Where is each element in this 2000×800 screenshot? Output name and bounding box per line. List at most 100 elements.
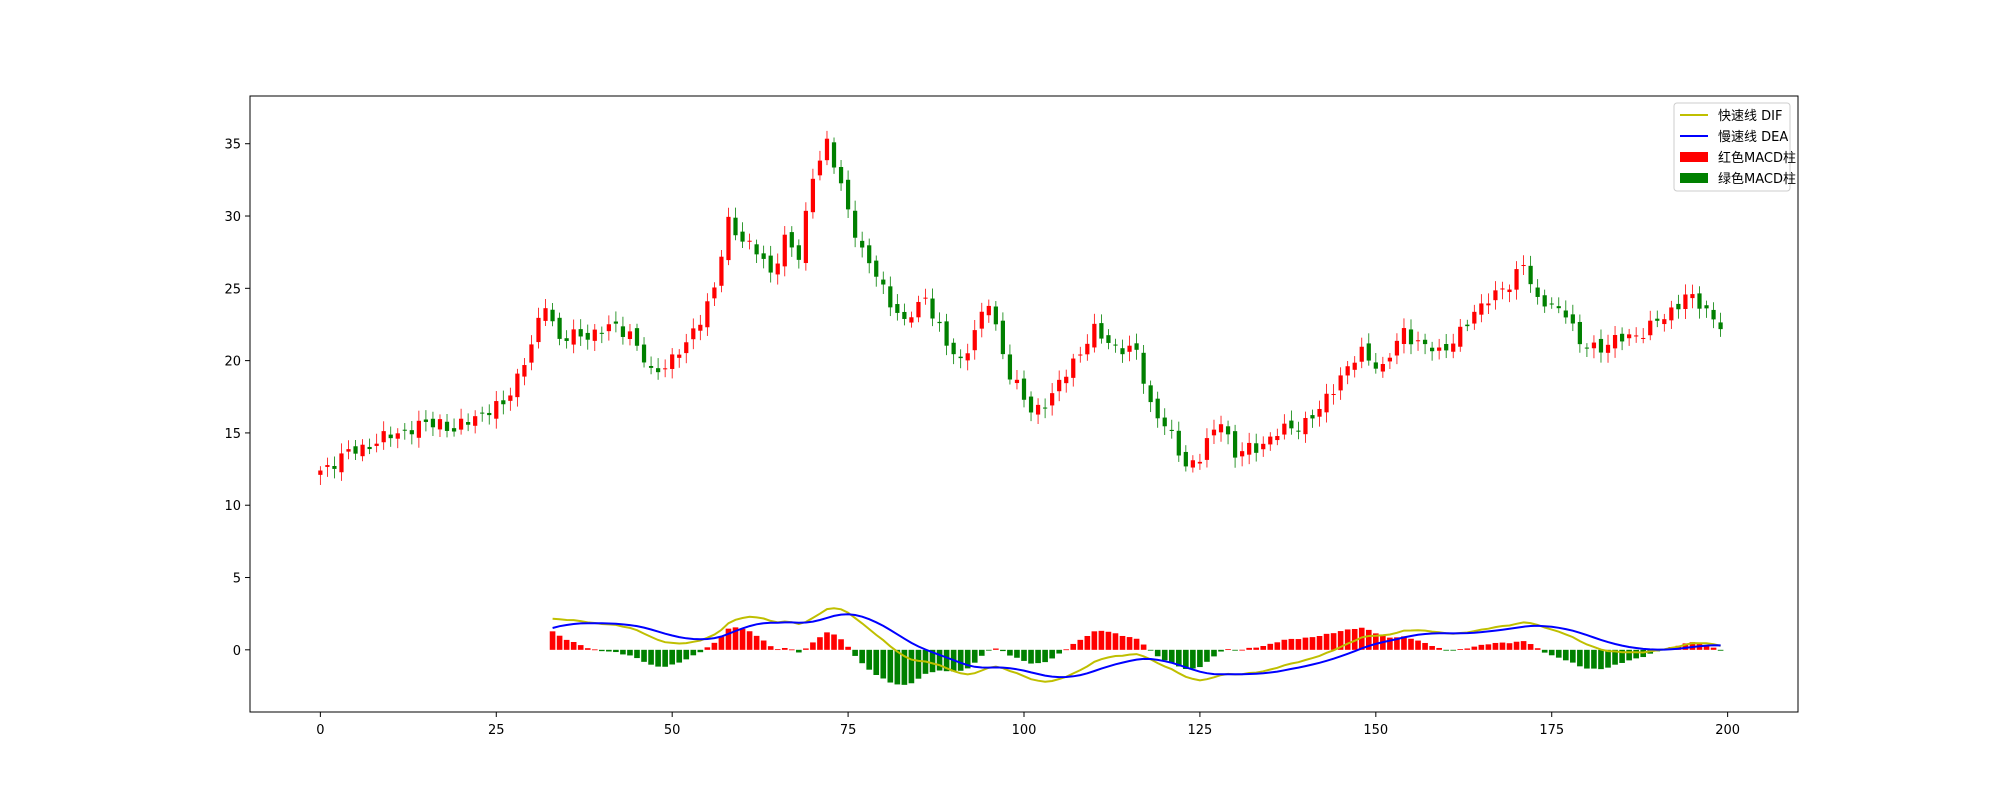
candle-body	[1563, 310, 1568, 318]
candle	[1218, 415, 1224, 442]
candle-body	[1507, 289, 1512, 293]
macd-bar-red	[788, 649, 795, 651]
candle-body	[1028, 396, 1034, 413]
macd-bar-green	[1633, 649, 1639, 659]
candle-body	[508, 395, 513, 401]
candle	[1549, 297, 1554, 309]
macd-bar-red	[1077, 639, 1084, 650]
candle	[1042, 398, 1048, 419]
legend-dea-label: 慢速线 DEA	[1718, 129, 1788, 145]
macd-bar-green	[915, 649, 922, 679]
candle	[1014, 369, 1020, 390]
candle-body	[831, 142, 837, 168]
candle	[972, 320, 977, 360]
candle	[782, 226, 787, 277]
candle-body	[388, 434, 393, 439]
candle-body	[1169, 429, 1174, 432]
y-axis: 0 5 10 15 20 25 30 35	[224, 138, 250, 659]
candle-body	[1655, 318, 1660, 321]
candle	[1556, 297, 1561, 314]
macd-bar-red	[704, 647, 711, 650]
candle-body	[1444, 344, 1449, 351]
macd-bar-red	[549, 631, 556, 650]
macd-bar-red	[1295, 639, 1302, 650]
macd-bar-green	[1007, 649, 1013, 656]
macd-bar-red	[1365, 629, 1372, 650]
candle	[1071, 353, 1076, 387]
macd-bar-red	[845, 646, 851, 650]
macd-bar-red	[1351, 628, 1358, 650]
macd-bar-red	[1492, 642, 1499, 650]
macd-bar-red	[1126, 637, 1133, 650]
candle-body	[1190, 460, 1195, 468]
candle	[557, 312, 562, 346]
candle	[1317, 400, 1322, 427]
candle-body	[1451, 343, 1456, 352]
candle	[1085, 334, 1090, 361]
macd-bar-red	[591, 649, 598, 651]
macd-bar-green	[1555, 649, 1562, 658]
candle-body	[677, 354, 682, 358]
candle	[1627, 328, 1632, 346]
candle-body	[409, 430, 414, 435]
candle	[1324, 383, 1329, 423]
candle	[634, 323, 640, 351]
candle	[501, 390, 506, 415]
candle-body	[1141, 352, 1146, 384]
candle-body	[705, 301, 710, 328]
candle	[1000, 312, 1006, 360]
candle-body	[1683, 294, 1688, 310]
candle-body	[402, 429, 407, 431]
candle	[691, 318, 696, 350]
candle	[740, 222, 745, 248]
macd-bar-green	[1591, 649, 1597, 669]
macd-bar-red	[1422, 642, 1428, 650]
candle	[867, 238, 872, 274]
candle-body	[1493, 290, 1498, 301]
candle-body	[1570, 314, 1575, 324]
candle	[1655, 310, 1660, 328]
y-tick-label: 20	[224, 355, 241, 370]
candle	[1415, 331, 1421, 351]
candle	[1057, 370, 1062, 402]
candle	[395, 428, 400, 449]
dea-line	[552, 613, 1721, 679]
macd-bar-red	[1478, 644, 1485, 650]
macd-bar-red	[1260, 646, 1267, 650]
macd-bar-green	[1021, 649, 1027, 661]
macd-bar-red	[810, 642, 816, 650]
candle	[1479, 294, 1484, 323]
candle	[1711, 302, 1716, 329]
x-tick-label: 0	[316, 723, 324, 738]
macd-bar-red	[1323, 633, 1330, 650]
macd-bar-red	[563, 639, 570, 650]
candle-body	[1155, 398, 1160, 419]
macd-bar-green	[662, 649, 668, 667]
candle	[845, 170, 851, 219]
candle	[909, 311, 914, 328]
macd-bar-green	[1161, 649, 1168, 661]
candle-body	[1619, 333, 1625, 342]
candle-body	[444, 421, 450, 431]
legend-dif-label: 快速线 DIF	[1718, 109, 1782, 124]
macd-bar-green	[796, 649, 802, 653]
candle-body	[1577, 321, 1582, 345]
macd-bar-red	[1373, 633, 1379, 650]
candle	[641, 337, 647, 368]
candle-body	[430, 418, 436, 428]
macd-bar-red	[1330, 633, 1337, 650]
macd-bar-red	[1527, 644, 1534, 650]
candle-body	[627, 331, 633, 340]
macd-bar-green	[606, 649, 612, 652]
candle-body	[1669, 307, 1674, 321]
macd-bar-red	[753, 635, 760, 650]
candle	[1648, 310, 1653, 341]
candle-body	[1120, 348, 1125, 355]
candle	[1619, 327, 1625, 351]
candle-body	[881, 279, 886, 285]
candle-body	[1641, 337, 1646, 339]
macd-bar-green	[1168, 649, 1175, 663]
candle-body	[1542, 295, 1547, 307]
candle-body	[1612, 334, 1618, 349]
candle	[1429, 341, 1435, 361]
